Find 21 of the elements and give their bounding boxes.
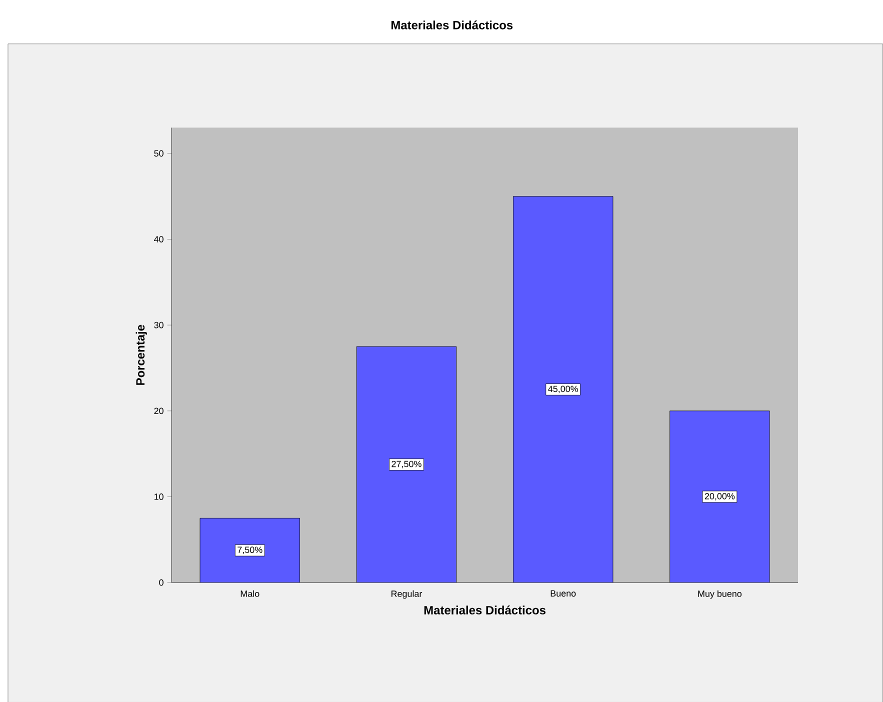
x-axis-title: Materiales Didácticos bbox=[424, 605, 546, 614]
bar bbox=[513, 196, 613, 582]
data-label: 7,50% bbox=[238, 546, 262, 554]
data-label: 45,00% bbox=[548, 386, 578, 393]
bar bbox=[356, 346, 456, 582]
y-tick-label: 20 bbox=[154, 407, 164, 414]
y-tick-label: 40 bbox=[154, 236, 164, 242]
x-tick-label: Malo bbox=[240, 590, 260, 597]
chart-title: Materiales Didácticos bbox=[391, 20, 513, 30]
y-tick-label: 10 bbox=[154, 493, 164, 500]
x-tick-label: Bueno bbox=[550, 590, 576, 596]
y-tick-label: 50 bbox=[154, 150, 164, 156]
bar bbox=[670, 410, 770, 582]
y-tick-label: 0 bbox=[159, 579, 164, 586]
data-label: 27,50% bbox=[392, 460, 422, 468]
x-tick-label: Regular bbox=[392, 590, 422, 598]
y-axis-title: Porcentaje bbox=[136, 324, 147, 385]
data-label: 20,00% bbox=[704, 492, 735, 500]
bar bbox=[200, 518, 300, 582]
x-tick-label: Muy bueno bbox=[698, 590, 742, 598]
y-tick-label: 30 bbox=[154, 322, 164, 328]
